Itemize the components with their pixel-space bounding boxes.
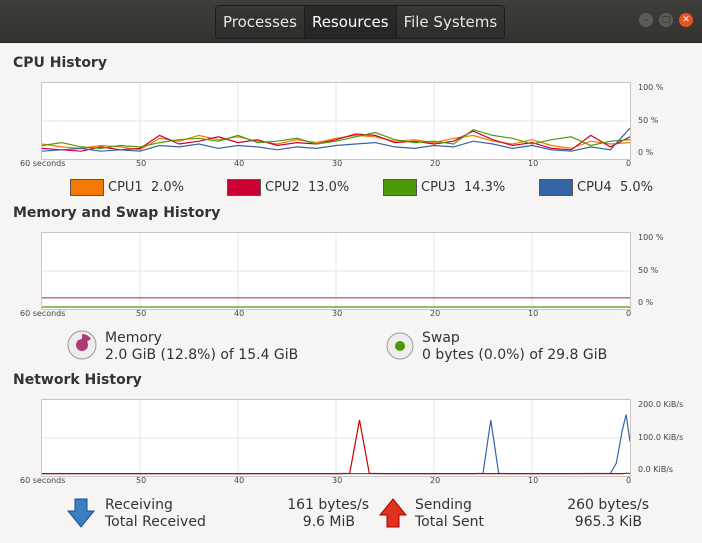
memory-history-graph [41, 232, 631, 310]
cpu-y-tick-0: 0 % [638, 148, 654, 157]
memory-x-tick-40: 40 [234, 309, 245, 318]
network-x-tick-10: 10 [528, 476, 539, 485]
cpu-x-tick-10: 10 [528, 159, 539, 168]
total-sent-value: 965.3 KiB [574, 514, 642, 530]
close-icon[interactable]: ✕ [679, 13, 693, 27]
cpu3-legend: CPU3 14.3% [421, 180, 506, 195]
minimize-icon[interactable]: – [639, 13, 653, 27]
total-received-value: 9.6 MiB [302, 514, 355, 530]
memory-x-tick-60: 60 seconds [20, 309, 66, 318]
cpu-x-tick-40: 40 [234, 159, 245, 168]
memory-y-tick-100: 100 % [638, 233, 664, 242]
network-history-graph [41, 399, 631, 477]
sending-rate: 260 bytes/s [567, 497, 649, 513]
receiving-label: Receiving [105, 497, 173, 513]
cpu-series-cpu2 [42, 130, 630, 152]
cpu1-legend: CPU1 2.0% [108, 180, 184, 195]
maximize-icon[interactable]: □ [659, 13, 673, 27]
total-received-label: Total Received [105, 514, 206, 530]
cpu-x-tick-60: 60 seconds [20, 159, 66, 168]
cpu-history-graph [41, 82, 631, 160]
network-x-tick-50: 50 [136, 476, 147, 485]
sending-label: Sending [415, 497, 472, 513]
swap-value: 0 bytes (0.0%) of 29.8 GiB [422, 347, 608, 363]
tab-resources[interactable]: Resources [304, 6, 397, 38]
cpu-series-cpu1 [42, 134, 630, 151]
cpu4-legend: CPU4 5.0% [577, 180, 653, 195]
cpu-series-cpu4 [42, 127, 630, 152]
cpu-x-tick-0: 0 [626, 159, 632, 168]
memory-x-tick-10: 10 [528, 309, 539, 318]
memory-x-tick-0: 0 [626, 309, 632, 318]
cpu3-color-swatch[interactable] [383, 179, 417, 196]
memory-pie-icon[interactable] [66, 329, 98, 361]
memory-x-tick-20: 20 [430, 309, 441, 318]
cpu4-color-swatch[interactable] [539, 179, 573, 196]
network-history-title: Network History [13, 372, 142, 388]
cpu-series-cpu3 [42, 128, 630, 150]
memory-y-tick-50: 50 % [638, 266, 659, 275]
network-series-sending [42, 419, 630, 475]
network-x-tick-40: 40 [234, 476, 245, 485]
sending-arrow-icon[interactable] [379, 498, 407, 528]
network-y-tick-100: 100.0 KiB/s [638, 433, 684, 442]
network-x-tick-0: 0 [626, 476, 632, 485]
cpu-x-tick-20: 20 [430, 159, 441, 168]
cpu1-color-swatch[interactable] [70, 179, 104, 196]
swap-label: Swap [422, 330, 460, 346]
memory-value: 2.0 GiB (12.8%) of 15.4 GiB [105, 347, 299, 363]
memory-label: Memory [105, 330, 162, 346]
network-y-tick-0: 0.0 KiB/s [638, 465, 674, 474]
cpu-history-title: CPU History [13, 55, 107, 71]
network-x-tick-30: 30 [332, 476, 343, 485]
tab-processes[interactable]: Processes [216, 6, 305, 38]
memory-x-tick-50: 50 [136, 309, 147, 318]
view-switcher: Processes Resources File Systems [215, 5, 506, 39]
total-sent-label: Total Sent [415, 514, 485, 530]
cpu2-legend: CPU2 13.0% [265, 180, 350, 195]
receiving-rate: 161 bytes/s [287, 497, 369, 513]
network-y-tick-200: 200.0 KiB/s [638, 400, 684, 409]
memory-history-title: Memory and Swap History [13, 205, 221, 221]
cpu-y-tick-50: 50 % [638, 116, 659, 125]
swap-pie-icon[interactable] [385, 331, 415, 361]
memory-x-tick-30: 30 [332, 309, 343, 318]
network-x-tick-20: 20 [430, 476, 441, 485]
memory-y-tick-0: 0 % [638, 298, 654, 307]
cpu-x-tick-30: 30 [332, 159, 343, 168]
receiving-arrow-icon[interactable] [67, 498, 95, 528]
header-bar: Processes Resources File Systems – □ ✕ [0, 0, 702, 43]
cpu-y-tick-100: 100 % [638, 83, 664, 92]
cpu-x-tick-50: 50 [136, 159, 147, 168]
network-x-tick-60: 60 seconds [20, 476, 66, 485]
cpu2-color-swatch[interactable] [227, 179, 261, 196]
tab-file-systems[interactable]: File Systems [396, 6, 505, 38]
